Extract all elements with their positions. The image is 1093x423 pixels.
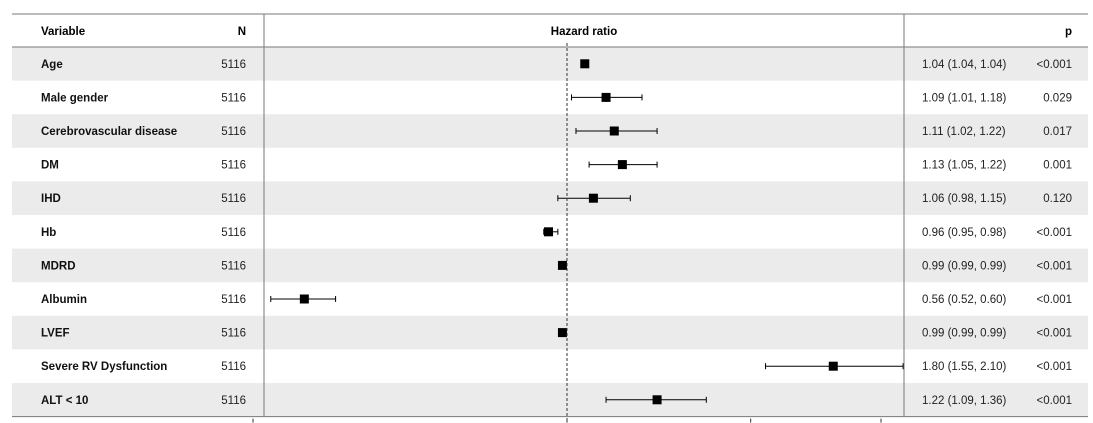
n-value: 5116	[221, 361, 246, 373]
variable-label: MDRD	[41, 260, 76, 272]
p-value: 0.120	[1043, 193, 1072, 205]
header-p: p	[1065, 26, 1072, 38]
hr-ci-text: 0.99 (0.99, 0.99)	[922, 328, 1007, 340]
table-rows: Age 5116 1.04 (1.04, 1.04) <0.001 Male gende…	[41, 59, 1072, 407]
hr-ci-text: 0.96 (0.95, 0.98)	[922, 227, 1007, 239]
hr-marker	[601, 92, 611, 102]
hr-marker	[557, 260, 567, 270]
hr-marker	[299, 294, 309, 304]
hr-ci-text: 1.80 (1.55, 2.10)	[922, 361, 1007, 373]
n-value: 5116	[221, 395, 246, 407]
hr-ci-text: 1.06 (0.98, 1.15)	[922, 193, 1007, 205]
p-value: 0.001	[1043, 160, 1072, 172]
p-value: <0.001	[1037, 395, 1073, 407]
hr-ci-text: 1.04 (1.04, 1.04)	[922, 59, 1007, 71]
hr-marker	[617, 160, 627, 170]
hr-ci-text: 1.09 (1.01, 1.18)	[922, 92, 1007, 104]
hr-ci-text: 0.99 (0.99, 0.99)	[922, 260, 1007, 272]
hr-marker	[828, 361, 838, 371]
n-value: 5116	[221, 193, 246, 205]
variable-label: IHD	[41, 193, 61, 205]
p-value: <0.001	[1037, 361, 1073, 373]
row-shade	[12, 315, 1088, 350]
hr-ci-text: 1.22 (1.09, 1.36)	[922, 395, 1007, 407]
n-value: 5116	[221, 126, 246, 138]
n-value: 5116	[221, 227, 246, 239]
n-value: 5116	[221, 92, 246, 104]
p-value: <0.001	[1037, 260, 1073, 272]
variable-label: Cerebrovascular disease	[41, 126, 177, 138]
n-value: 5116	[221, 59, 246, 71]
hr-ci-text: 1.13 (1.05, 1.22)	[922, 160, 1007, 172]
table-frame	[12, 13, 1088, 418]
header-n: N	[238, 26, 246, 38]
n-value: 5116	[221, 294, 246, 306]
row-shade	[12, 248, 1088, 283]
hr-marker	[652, 395, 662, 405]
hr-marker	[588, 193, 598, 203]
hr-ci-text: 0.56 (0.52, 0.60)	[922, 294, 1007, 306]
variable-label: Severe RV Dysfunction	[41, 361, 167, 373]
row-shade	[12, 114, 1088, 148]
variable-label: Age	[41, 59, 63, 71]
p-value: <0.001	[1037, 294, 1073, 306]
row-shade	[12, 181, 1088, 215]
p-value: <0.001	[1037, 328, 1073, 340]
variable-label: ALT < 10	[41, 395, 88, 407]
p-value: <0.001	[1037, 59, 1073, 71]
variable-label: DM	[41, 160, 59, 172]
variable-label: LVEF	[41, 328, 70, 340]
variable-label: Male gender	[41, 92, 109, 104]
hr-ci-text: 1.11 (1.02, 1.22)	[922, 126, 1006, 138]
plot-marks	[270, 43, 904, 423]
row-shade	[12, 47, 1088, 81]
n-value: 5116	[221, 260, 246, 272]
p-value: 0.029	[1043, 92, 1072, 104]
n-value: 5116	[221, 160, 246, 172]
variable-label: Hb	[41, 227, 56, 239]
hr-marker	[557, 328, 567, 338]
p-value: 0.017	[1043, 126, 1072, 138]
n-value: 5116	[221, 328, 246, 340]
p-value: <0.001	[1037, 227, 1073, 239]
variable-label: Albumin	[41, 294, 87, 306]
header-hazard-ratio: Hazard ratio	[551, 26, 617, 38]
hr-marker	[580, 59, 590, 69]
row-shade	[12, 383, 1088, 417]
x-axis: 0.511.52	[252, 418, 882, 423]
row-backgrounds	[12, 47, 1088, 417]
header-variable: Variable	[41, 26, 85, 38]
hr-marker	[544, 227, 554, 237]
hr-marker	[609, 126, 619, 136]
